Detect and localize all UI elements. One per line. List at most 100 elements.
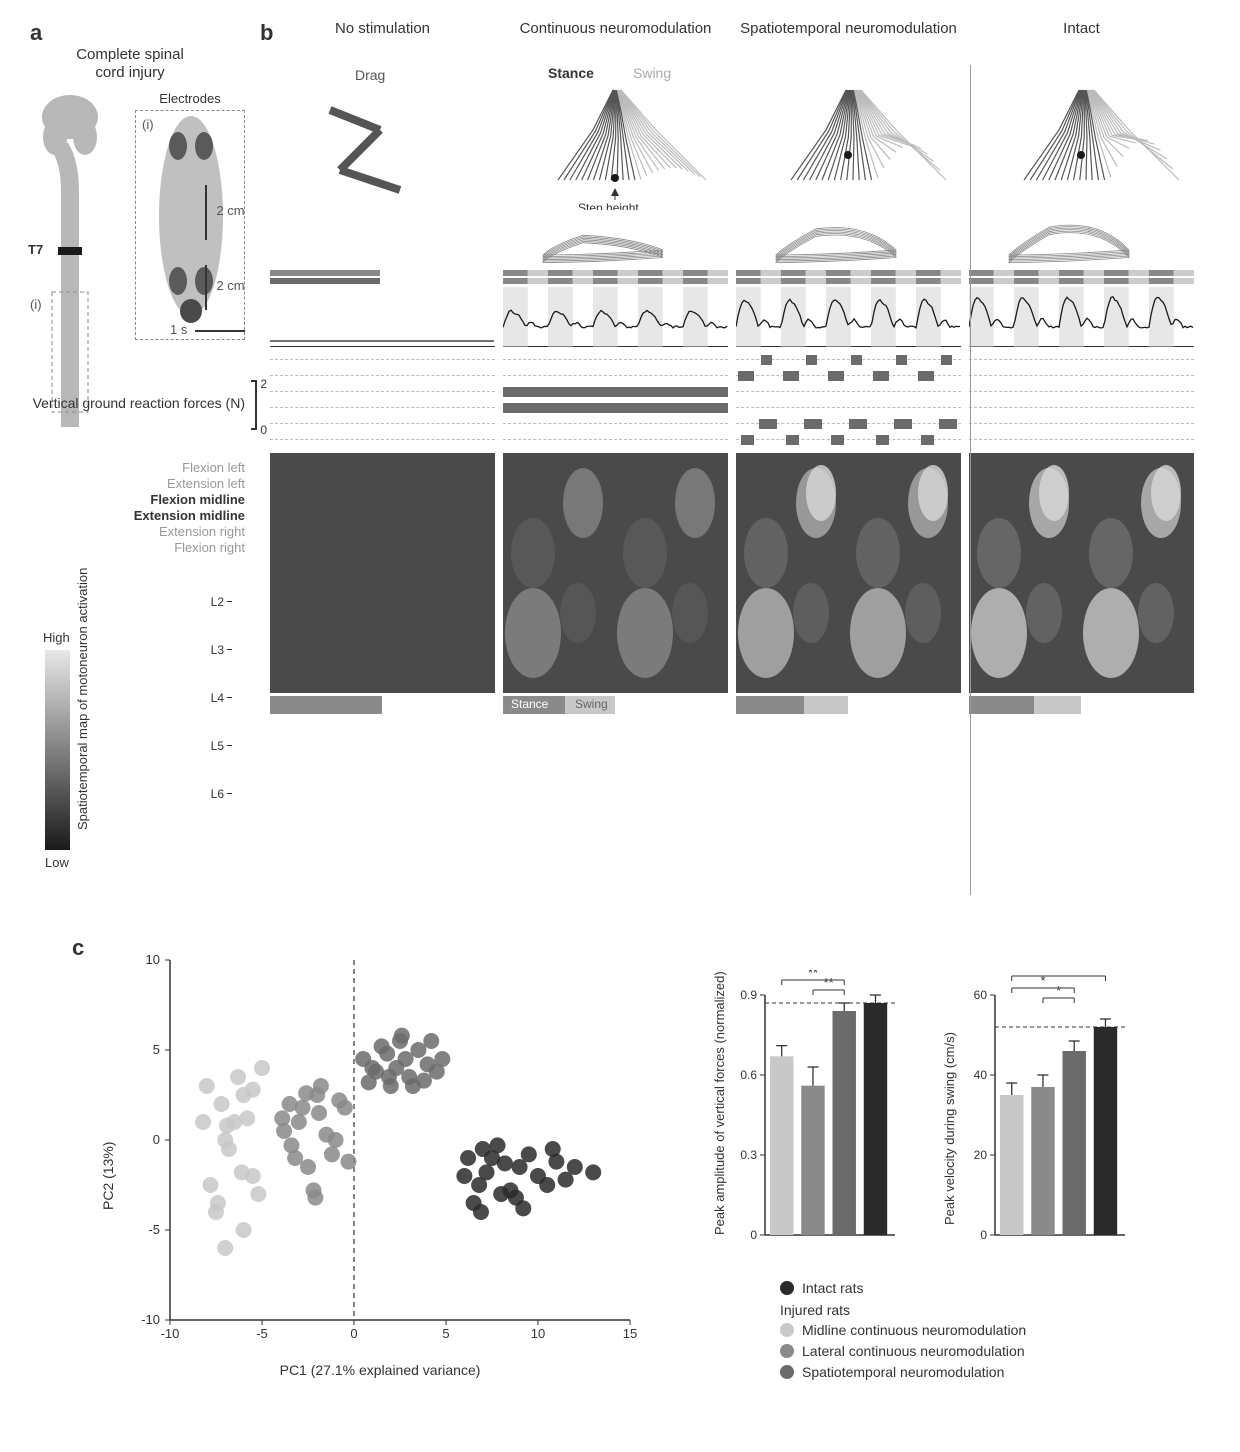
svg-text:*: * bbox=[1040, 973, 1045, 988]
stance-swing-bar bbox=[736, 696, 961, 714]
svg-text:Swing: Swing bbox=[633, 65, 671, 81]
stick-figure bbox=[969, 60, 1194, 210]
column-title: Continuous neuromodulation bbox=[503, 20, 728, 60]
inset-i-label-2: (i) bbox=[142, 117, 154, 132]
heatmap-tick: L5 bbox=[211, 739, 224, 753]
panel-b-label: b bbox=[260, 20, 273, 46]
panel-a-title: Complete spinal cord injury bbox=[60, 46, 200, 82]
heatmap-tick: L2 bbox=[211, 595, 224, 609]
bar-chart-forces: 00.30.60.9**** Peak amplitude of vertica… bbox=[730, 970, 900, 1250]
svg-text:Stance: Stance bbox=[548, 65, 594, 81]
svg-text:-5: -5 bbox=[256, 1326, 268, 1341]
legend-injured-header: Injured rats bbox=[780, 1302, 1026, 1318]
svg-text:15: 15 bbox=[623, 1326, 637, 1341]
motoneuron-heatmap bbox=[969, 453, 1194, 693]
svg-text:5: 5 bbox=[442, 1326, 449, 1341]
motoneuron-heatmap bbox=[503, 453, 728, 693]
stim-pattern bbox=[969, 353, 1194, 453]
spinal-cord-diagram: T7 (i) bbox=[30, 92, 120, 432]
foot-trajectory bbox=[270, 210, 495, 270]
scale-2cm-2: 2 cm bbox=[216, 278, 244, 293]
svg-text:**: ** bbox=[808, 970, 818, 980]
foot-trajectory bbox=[969, 210, 1194, 270]
force-trace bbox=[736, 287, 961, 347]
stance-swing-bar bbox=[270, 696, 495, 714]
svg-text:0: 0 bbox=[153, 1132, 160, 1147]
legend-dot bbox=[780, 1344, 794, 1358]
column-title: No stimulation bbox=[270, 20, 495, 60]
svg-text:0: 0 bbox=[980, 1228, 987, 1242]
stim-label-0: Flexion left bbox=[20, 460, 245, 476]
svg-text:0: 0 bbox=[750, 1228, 757, 1242]
panel-c: c -10-5051015-10-50510 PC1 (27.1% explai… bbox=[80, 940, 1200, 1410]
stim-label-2: Flexion midline bbox=[20, 492, 245, 508]
bar1-ylabel: Peak amplitude of vertical forces (norma… bbox=[712, 975, 727, 1235]
panel-b-column-2: Spatiotemporal neuromodulation bbox=[736, 20, 961, 714]
stim-label-4: Extension right bbox=[20, 524, 245, 540]
heatmap-tick: L6 bbox=[211, 787, 224, 801]
svg-text:10: 10 bbox=[146, 952, 160, 967]
svg-text:5: 5 bbox=[153, 1042, 160, 1057]
scale-2cm-1: 2 cm bbox=[216, 203, 244, 218]
force-tick-0: 0 bbox=[260, 423, 267, 437]
legend-item: Midline continuous neuromodulation bbox=[780, 1322, 1026, 1338]
panel-c-label: c bbox=[72, 935, 84, 961]
panel-b-column-0: No stimulationDrag bbox=[270, 20, 495, 714]
svg-text:0: 0 bbox=[350, 1326, 357, 1341]
stick-figure: Drag bbox=[270, 60, 495, 210]
heatmap-tick: L4 bbox=[211, 691, 224, 705]
legend-intact: Intact rats bbox=[780, 1280, 1026, 1296]
svg-text:0.3: 0.3 bbox=[740, 1148, 757, 1162]
legend: Intact rats Injured rats Midline continu… bbox=[780, 1280, 1026, 1385]
intact-separator bbox=[970, 65, 971, 895]
stim-row-labels: Flexion leftExtension leftFlexion midlin… bbox=[20, 460, 245, 556]
gait-bar bbox=[969, 270, 1194, 284]
foot-trajectory bbox=[503, 210, 728, 270]
svg-text:10: 10 bbox=[531, 1326, 545, 1341]
electrodes-label: Electrodes bbox=[136, 91, 244, 106]
motoneuron-heatmap bbox=[736, 453, 961, 693]
stim-pattern bbox=[736, 353, 961, 453]
force-trace bbox=[969, 287, 1194, 347]
panel-b: b No stimulationDrag Continuous neuromod… bbox=[270, 20, 1210, 714]
heatmap-ylabel: Spatiotemporal map of motoneuron activat… bbox=[75, 630, 90, 830]
panel-a-label: a bbox=[30, 20, 42, 45]
svg-text:0.6: 0.6 bbox=[740, 1068, 757, 1082]
svg-text:20: 20 bbox=[974, 1148, 988, 1162]
force-label-area: Vertical ground reaction forces (N) 2 0 bbox=[20, 395, 245, 411]
stick-figure: Stance Swing Step height bbox=[503, 60, 728, 210]
scatter-ylabel: PC2 (13%) bbox=[100, 1142, 116, 1210]
svg-text:**: ** bbox=[824, 975, 834, 990]
svg-text:*: * bbox=[1056, 983, 1061, 998]
heatmap-tick: L3 bbox=[211, 643, 224, 657]
force-tick-2: 2 bbox=[260, 377, 267, 391]
stim-label-5: Flexion right bbox=[20, 540, 245, 556]
column-title: Spatiotemporal neuromodulation bbox=[736, 20, 961, 60]
gait-bar bbox=[270, 270, 495, 284]
foot-trajectory bbox=[736, 210, 961, 270]
scatter-plot: -10-5051015-10-50510 PC1 (27.1% explaine… bbox=[120, 950, 640, 1350]
bar2-ylabel: Peak velocity during swing (cm/s) bbox=[942, 985, 957, 1225]
svg-text:60: 60 bbox=[974, 988, 988, 1002]
force-label: Vertical ground reaction forces (N) bbox=[20, 395, 245, 411]
force-trace bbox=[503, 287, 728, 347]
legend-dot bbox=[780, 1365, 794, 1379]
stick-figure bbox=[736, 60, 961, 210]
colorbar-low: Low bbox=[45, 855, 69, 870]
svg-text:Step height: Step height bbox=[578, 201, 639, 210]
stim-label-3: Extension midline bbox=[20, 508, 245, 524]
stim-pattern bbox=[503, 353, 728, 453]
svg-text:**: ** bbox=[1054, 970, 1064, 976]
svg-text:-10: -10 bbox=[161, 1326, 180, 1341]
gait-bar bbox=[736, 270, 961, 284]
legend-item-label: Lateral continuous neuromodulation bbox=[802, 1343, 1025, 1359]
legend-item: Lateral continuous neuromodulation bbox=[780, 1343, 1026, 1359]
stim-pattern bbox=[270, 353, 495, 453]
svg-text:40: 40 bbox=[974, 1068, 988, 1082]
scatter-xlabel: PC1 (27.1% explained variance) bbox=[120, 1362, 640, 1378]
motoneuron-heatmap bbox=[270, 453, 495, 693]
legend-item-label: Spatiotemporal neuromodulation bbox=[802, 1364, 1004, 1380]
svg-text:-5: -5 bbox=[148, 1222, 160, 1237]
scale-1s: 1 s bbox=[170, 322, 187, 337]
force-trace bbox=[270, 287, 495, 347]
